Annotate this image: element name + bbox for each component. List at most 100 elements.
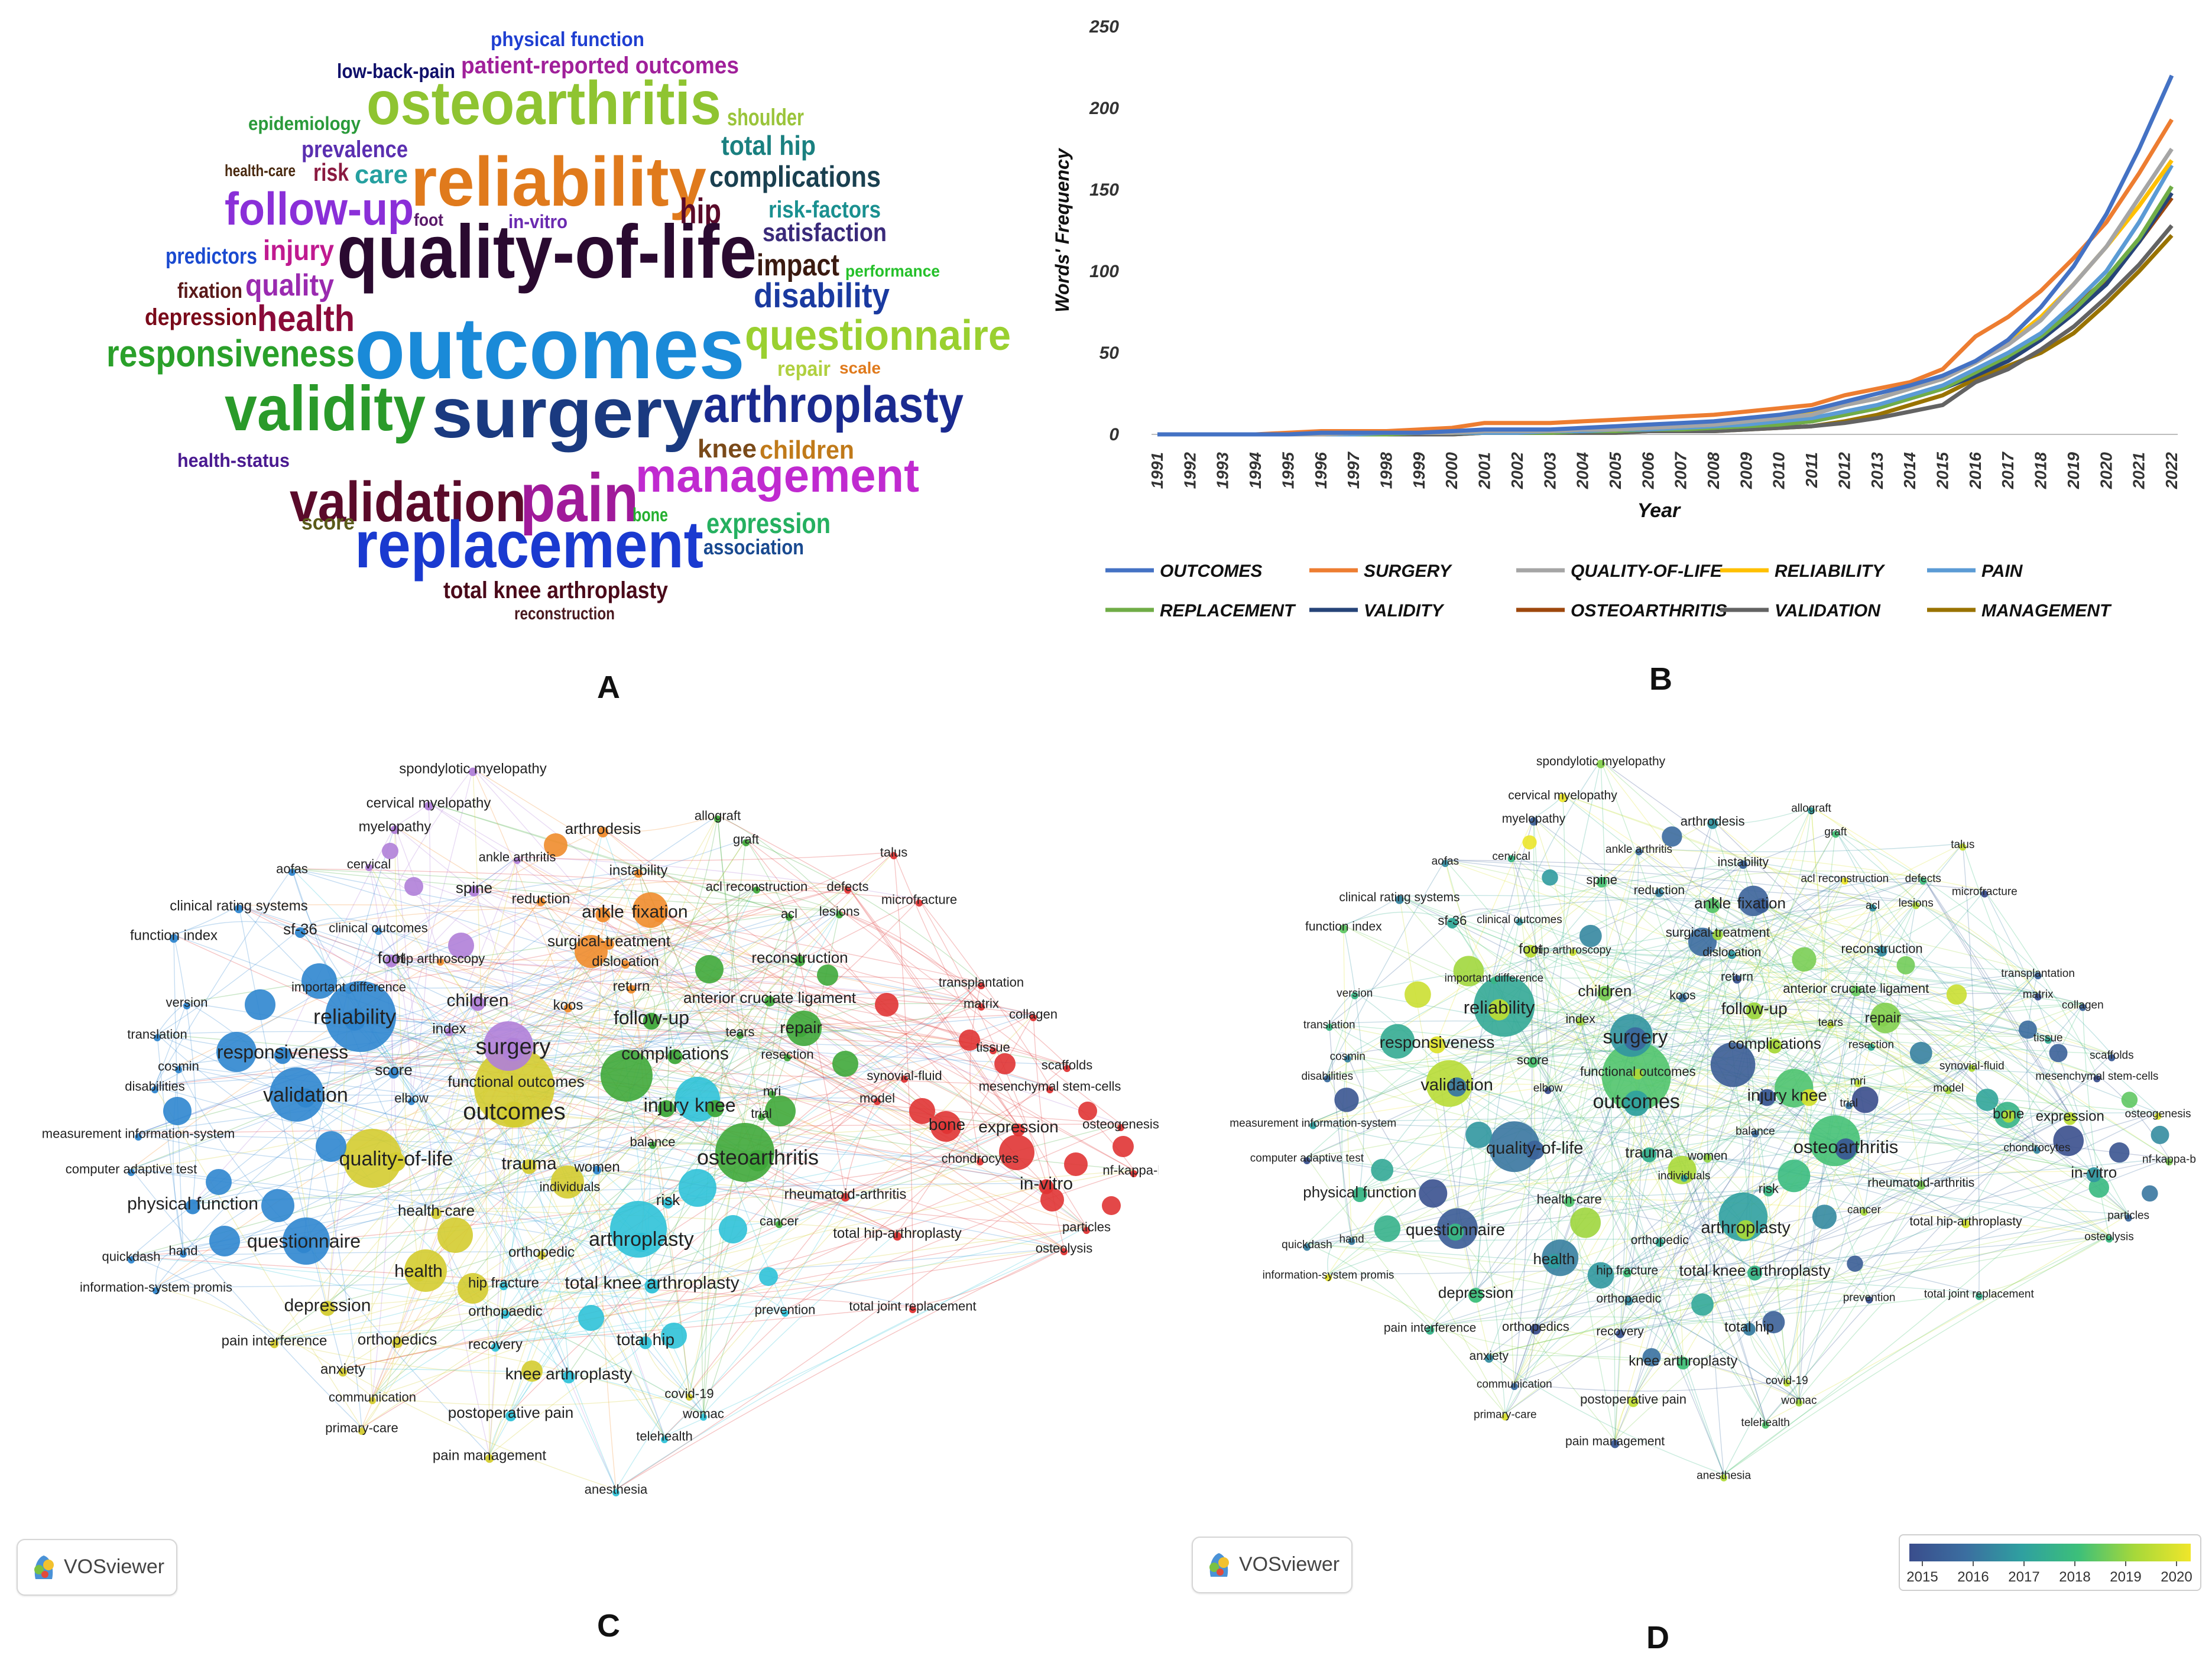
network-edge	[1499, 1005, 2048, 1037]
network-edge	[596, 1166, 898, 1233]
network-edge	[1519, 918, 1754, 1008]
network-edge	[303, 911, 840, 1242]
network-label-dislocation: dislocation	[1702, 946, 1761, 959]
network-node-trial	[1845, 1102, 1853, 1109]
network-label-primary-care: primary-care	[1474, 1408, 1537, 1421]
network-label-bone: bone	[929, 1115, 965, 1134]
network-label-risk: risk	[656, 1191, 680, 1209]
network-label-orthopaedic: orthopaedic	[1596, 1292, 1661, 1305]
network-node-measurement-information-system	[1309, 1122, 1317, 1129]
colorbar-tick-label: 2018	[2059, 1569, 2090, 1585]
network-node-spine	[1596, 876, 1607, 888]
network-edge	[1962, 843, 1980, 1293]
network-edge	[1921, 1086, 1949, 1182]
network-edge	[602, 815, 718, 832]
network-label-scaffolds: scaffolds	[1042, 1058, 1092, 1073]
network-edge	[1494, 947, 1882, 979]
network-edge	[517, 856, 920, 900]
network-bubble	[261, 1189, 294, 1222]
network-edge	[1768, 1115, 2071, 1188]
network-label-osteogenesis: osteogenesis	[2125, 1108, 2191, 1120]
network-node-scaffolds	[2108, 1054, 2116, 1061]
network-label-women: women	[573, 1159, 620, 1175]
network-edge	[1915, 901, 2039, 994]
network-edge	[1754, 807, 1812, 1008]
network-label-responsiveness: responsiveness	[1380, 1033, 1495, 1051]
network-bubble	[1718, 1192, 1768, 1242]
network-edge	[472, 768, 762, 1114]
network-node-prevention	[1866, 1296, 1873, 1304]
network-label-children: children	[446, 991, 508, 1011]
network-bubble	[1946, 984, 1967, 1005]
network-edge	[372, 1162, 530, 1398]
network-label-validation: validation	[263, 1084, 348, 1106]
network-edge	[596, 899, 920, 1167]
network-label-particles: particles	[1062, 1220, 1111, 1235]
network-edge	[1306, 1243, 1979, 1294]
network-node-injury	[657, 1100, 675, 1118]
network-edge	[305, 1094, 530, 1164]
x-tick-label: 2005	[1606, 452, 1624, 490]
network-node-matrix	[2034, 993, 2042, 1001]
network-edge	[615, 1248, 1065, 1490]
network-bubble	[2088, 1177, 2109, 1198]
network-edge	[1341, 1055, 1353, 1238]
network-edge	[1488, 1171, 2094, 1356]
network-node-transplantation	[2034, 972, 2042, 980]
network-edge	[1712, 901, 2071, 1116]
network-bubble	[316, 1131, 346, 1162]
network-edge	[183, 940, 609, 1251]
network-label-recovery: recovery	[1596, 1324, 1644, 1338]
wordcloud-word-total-knee-arthroplasty: total knee arthroplasty	[443, 577, 669, 603]
network-edge	[1347, 860, 1744, 1056]
wordcloud-word-validity: validity	[225, 372, 426, 444]
network-edge	[1749, 1112, 2158, 1326]
network-edge	[1530, 947, 1972, 1066]
network-edge	[157, 1034, 184, 1251]
network-edge	[131, 1168, 913, 1307]
network-edge	[1533, 817, 1755, 1008]
network-node-validation	[1447, 1077, 1467, 1097]
network-edge	[1326, 1052, 1348, 1076]
network-edge	[919, 899, 1047, 1184]
network-node-osteolysis	[2106, 1235, 2113, 1243]
network-edge	[745, 839, 800, 958]
network-bubble	[832, 1051, 858, 1077]
network-bubble	[206, 1169, 232, 1195]
network-label-mri: mri	[1850, 1075, 1866, 1087]
network-edge	[1530, 947, 1799, 1400]
network-bubble	[1909, 1041, 1932, 1064]
network-edge	[192, 999, 478, 1204]
network-label-surgical-treatment: surgical-treatment	[1666, 925, 1770, 940]
network-edge	[1811, 807, 1850, 1103]
network-edge	[1765, 1181, 1922, 1422]
panel-d-network: spondylotic myelopathy cervical myelopath…	[1176, 697, 2212, 1548]
network-edge	[652, 1141, 690, 1394]
network-edge	[368, 863, 570, 1187]
y-axis-label: Words' Frequency	[1052, 147, 1073, 313]
network-edge	[1620, 1239, 1660, 1331]
network-edge	[418, 999, 478, 1271]
network-edge	[1347, 1055, 1456, 1229]
network-edge	[1306, 949, 1574, 1158]
network-edge	[845, 1097, 878, 1194]
wordcloud-word-responsiveness: responsiveness	[106, 332, 355, 375]
network-edge	[1569, 807, 1812, 1199]
network-bubble	[575, 935, 608, 968]
network-edge	[1659, 947, 1883, 1240]
network-edge	[1306, 1157, 1980, 1294]
network-edge	[567, 1004, 994, 1048]
network-edge	[651, 1017, 788, 1055]
network-edge	[342, 1183, 1047, 1369]
network-edge	[1707, 1154, 1966, 1221]
network-edge	[703, 997, 770, 1414]
network-edge	[1965, 1004, 2083, 1221]
network-label-risk: risk	[1759, 1181, 1779, 1196]
network-label-spondylotic-myelopathy: spondylotic myelopathy	[1536, 755, 1666, 768]
network-label-ankle-arthritis: ankle arthritis	[479, 850, 556, 865]
network-edge	[1534, 860, 1744, 1147]
network-edge	[1921, 1115, 2071, 1183]
network-node-total-hip-arthroplasty	[1961, 1219, 1970, 1229]
network-edge	[1659, 1239, 1766, 1422]
network-node-synovial-fluid	[901, 1076, 908, 1083]
